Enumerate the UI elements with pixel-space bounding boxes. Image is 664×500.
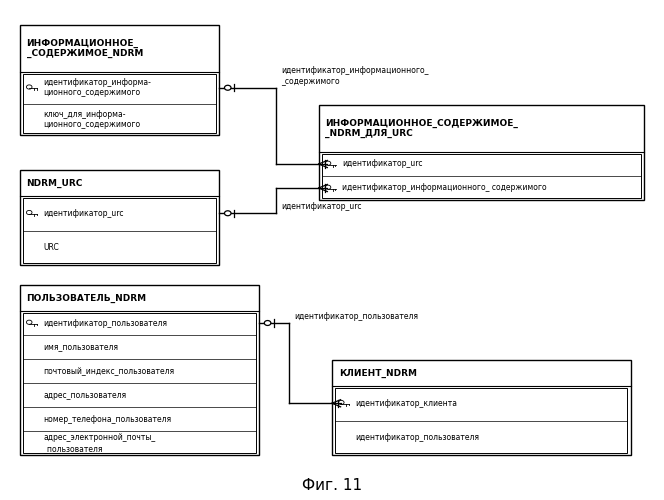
Text: идентификатор_urc: идентификатор_urc — [43, 209, 124, 218]
Text: Фиг. 11: Фиг. 11 — [302, 478, 362, 492]
Text: ИНФОРМАЦИОННОЕ_
_СОДЕРЖИМОЕ_NDRM: ИНФОРМАЦИОННОЕ_ _СОДЕРЖИМОЕ_NDRM — [27, 38, 143, 58]
Circle shape — [339, 400, 344, 404]
Text: идентификатор_urc: идентификатор_urc — [342, 160, 422, 168]
Circle shape — [325, 161, 331, 166]
Text: идентификатор_информа-
ционного_содержимого: идентификатор_информа- ционного_содержим… — [43, 78, 151, 98]
Bar — [20, 25, 219, 135]
Circle shape — [224, 86, 231, 90]
Bar — [335, 388, 627, 453]
Bar — [322, 154, 641, 198]
Bar — [20, 285, 259, 455]
Text: ключ_для_информа-
ционного_содержимого: ключ_для_информа- ционного_содержимого — [43, 110, 140, 129]
Text: идентификатор_клиента: идентификатор_клиента — [355, 399, 457, 408]
Bar — [23, 313, 256, 453]
Bar — [23, 74, 216, 133]
Text: КЛИЕНТ_NDRM: КЛИЕНТ_NDRM — [339, 368, 416, 378]
Text: почтовый_индекс_пользователя: почтовый_индекс_пользователя — [43, 366, 174, 376]
Text: идентификатор_информационного_ содержимого: идентификатор_информационного_ содержимо… — [342, 184, 546, 192]
Circle shape — [27, 210, 32, 214]
Text: идентификатор_пользователя: идентификатор_пользователя — [43, 318, 167, 328]
Text: номер_телефона_пользователя: номер_телефона_пользователя — [43, 414, 171, 424]
Text: ИНФОРМАЦИОННОЕ_СОДЕРЖИМОЕ_
_NDRM_ДЛЯ_URC: ИНФОРМАЦИОННОЕ_СОДЕРЖИМОЕ_ _NDRM_ДЛЯ_URC — [325, 118, 518, 139]
Text: идентификатор_urc: идентификатор_urc — [281, 202, 361, 211]
Bar — [332, 360, 631, 455]
Text: URC: URC — [43, 244, 59, 252]
Text: идентификатор_информационного_
_содержимого: идентификатор_информационного_ _содержим… — [281, 66, 428, 86]
Text: идентификатор_пользователя: идентификатор_пользователя — [355, 433, 479, 442]
Circle shape — [325, 185, 331, 190]
Circle shape — [27, 85, 32, 89]
Circle shape — [224, 211, 231, 216]
Bar — [20, 170, 219, 265]
Text: адрес_пользователя: адрес_пользователя — [43, 390, 126, 400]
Bar — [23, 198, 216, 263]
Text: идентификатор_пользователя: идентификатор_пользователя — [294, 312, 418, 321]
Text: адрес_электронной_почты_
_пользователя: адрес_электронной_почты_ _пользователя — [43, 434, 155, 452]
Text: имя_пользователя: имя_пользователя — [43, 342, 118, 351]
Text: ПОЛЬЗОВАТЕЛЬ_NDRM: ПОЛЬЗОВАТЕЛЬ_NDRM — [27, 294, 147, 302]
Circle shape — [27, 320, 32, 324]
Bar — [319, 105, 644, 200]
Text: NDRM_URC: NDRM_URC — [27, 178, 83, 188]
Circle shape — [264, 320, 271, 326]
